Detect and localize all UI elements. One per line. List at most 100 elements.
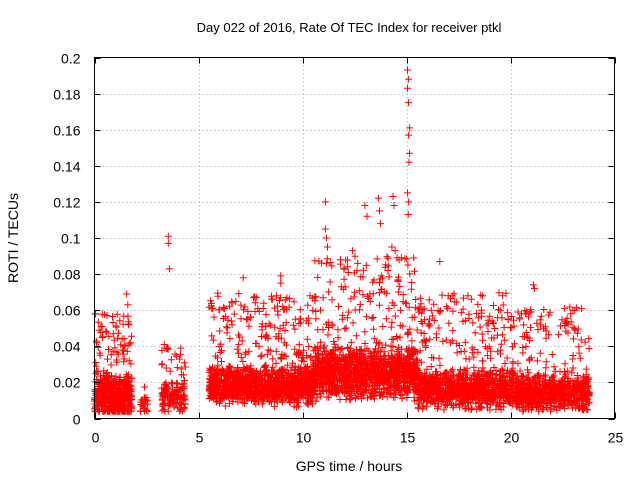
- data-point: [181, 377, 188, 384]
- data-point: [218, 367, 226, 374]
- data-point: [269, 363, 277, 371]
- data-point: [121, 401, 129, 409]
- data-point: [356, 306, 364, 314]
- data-point: [285, 303, 293, 311]
- data-point: [271, 381, 279, 389]
- data-point: [104, 394, 112, 402]
- data-point: [324, 331, 332, 339]
- data-point: [167, 356, 175, 364]
- data-point: [445, 319, 453, 327]
- data-point: [295, 320, 303, 328]
- data-point: [215, 342, 223, 350]
- data-point: [233, 392, 241, 400]
- data-point: [582, 365, 590, 373]
- data-point: [251, 293, 259, 301]
- data-point: [252, 340, 260, 347]
- data-point: [361, 328, 369, 336]
- data-point: [208, 305, 216, 313]
- data-point: [575, 343, 583, 351]
- data-point: [141, 383, 148, 391]
- data-point: [94, 378, 102, 386]
- data-point: [92, 369, 100, 377]
- data-point: [224, 316, 232, 324]
- data-point: [375, 301, 383, 309]
- data-point: [272, 292, 280, 300]
- data-point: [262, 311, 270, 318]
- data-point: [257, 376, 265, 384]
- data-point: [263, 350, 271, 358]
- data-point: [94, 318, 102, 326]
- data-point: [468, 344, 476, 352]
- data-point: [172, 352, 180, 360]
- data-point: [114, 334, 122, 342]
- data-point: [335, 303, 343, 310]
- data-point: [168, 390, 176, 398]
- data-point: [165, 265, 173, 273]
- data-point: [216, 349, 224, 356]
- data-point: [394, 277, 402, 285]
- data-point: [514, 308, 522, 316]
- data-point: [121, 381, 129, 389]
- data-point: [336, 396, 344, 403]
- data-point: [350, 293, 358, 301]
- data-point: [470, 363, 478, 371]
- data-point: [225, 364, 233, 372]
- data-point: [247, 369, 255, 377]
- data-point: [368, 314, 376, 322]
- data-point: [221, 402, 229, 410]
- data-point: [319, 294, 327, 302]
- data-point: [230, 391, 238, 398]
- data-point: [522, 343, 530, 350]
- data-point: [533, 319, 541, 327]
- data-point: [272, 347, 280, 355]
- data-point: [277, 279, 285, 287]
- data-point: [236, 369, 244, 377]
- data-point: [226, 335, 234, 343]
- data-point: [438, 291, 446, 299]
- data-point: [111, 380, 119, 388]
- data-point: [300, 358, 308, 366]
- data-point: [269, 355, 277, 363]
- data-point: [460, 347, 468, 355]
- data-point: [385, 305, 393, 313]
- data-point: [228, 321, 236, 329]
- data-point: [412, 296, 420, 303]
- data-point: [127, 388, 135, 396]
- data-point: [99, 407, 107, 415]
- data-point: [242, 348, 250, 356]
- data-point: [322, 234, 330, 242]
- data-point: [293, 376, 300, 384]
- data-point: [126, 396, 134, 404]
- data-point: [180, 359, 188, 367]
- data-point: [160, 400, 168, 408]
- data-point: [476, 323, 484, 331]
- data-point: [239, 358, 247, 365]
- data-point: [301, 365, 309, 373]
- data-point: [170, 403, 178, 411]
- data-point: [101, 376, 109, 384]
- data-point: [369, 314, 377, 321]
- data-point: [292, 380, 299, 387]
- data-point: [499, 301, 507, 309]
- data-point: [274, 311, 282, 319]
- data-point: [555, 331, 562, 339]
- data-point: [241, 399, 248, 407]
- data-point: [234, 398, 242, 406]
- data-point: [305, 319, 313, 327]
- data-point: [95, 382, 103, 390]
- data-point: [408, 279, 416, 286]
- data-point: [101, 384, 109, 392]
- data-point: [290, 298, 298, 306]
- data-point: [356, 301, 364, 309]
- data-point: [237, 301, 245, 309]
- data-point: [122, 371, 130, 379]
- data-point: [407, 285, 415, 293]
- data-point: [240, 379, 248, 387]
- data-point: [561, 360, 569, 368]
- data-point: [305, 343, 313, 350]
- data-point: [296, 315, 304, 323]
- data-point: [361, 340, 369, 347]
- data-point: [436, 361, 444, 369]
- data-point: [537, 312, 545, 320]
- data-point: [524, 333, 532, 341]
